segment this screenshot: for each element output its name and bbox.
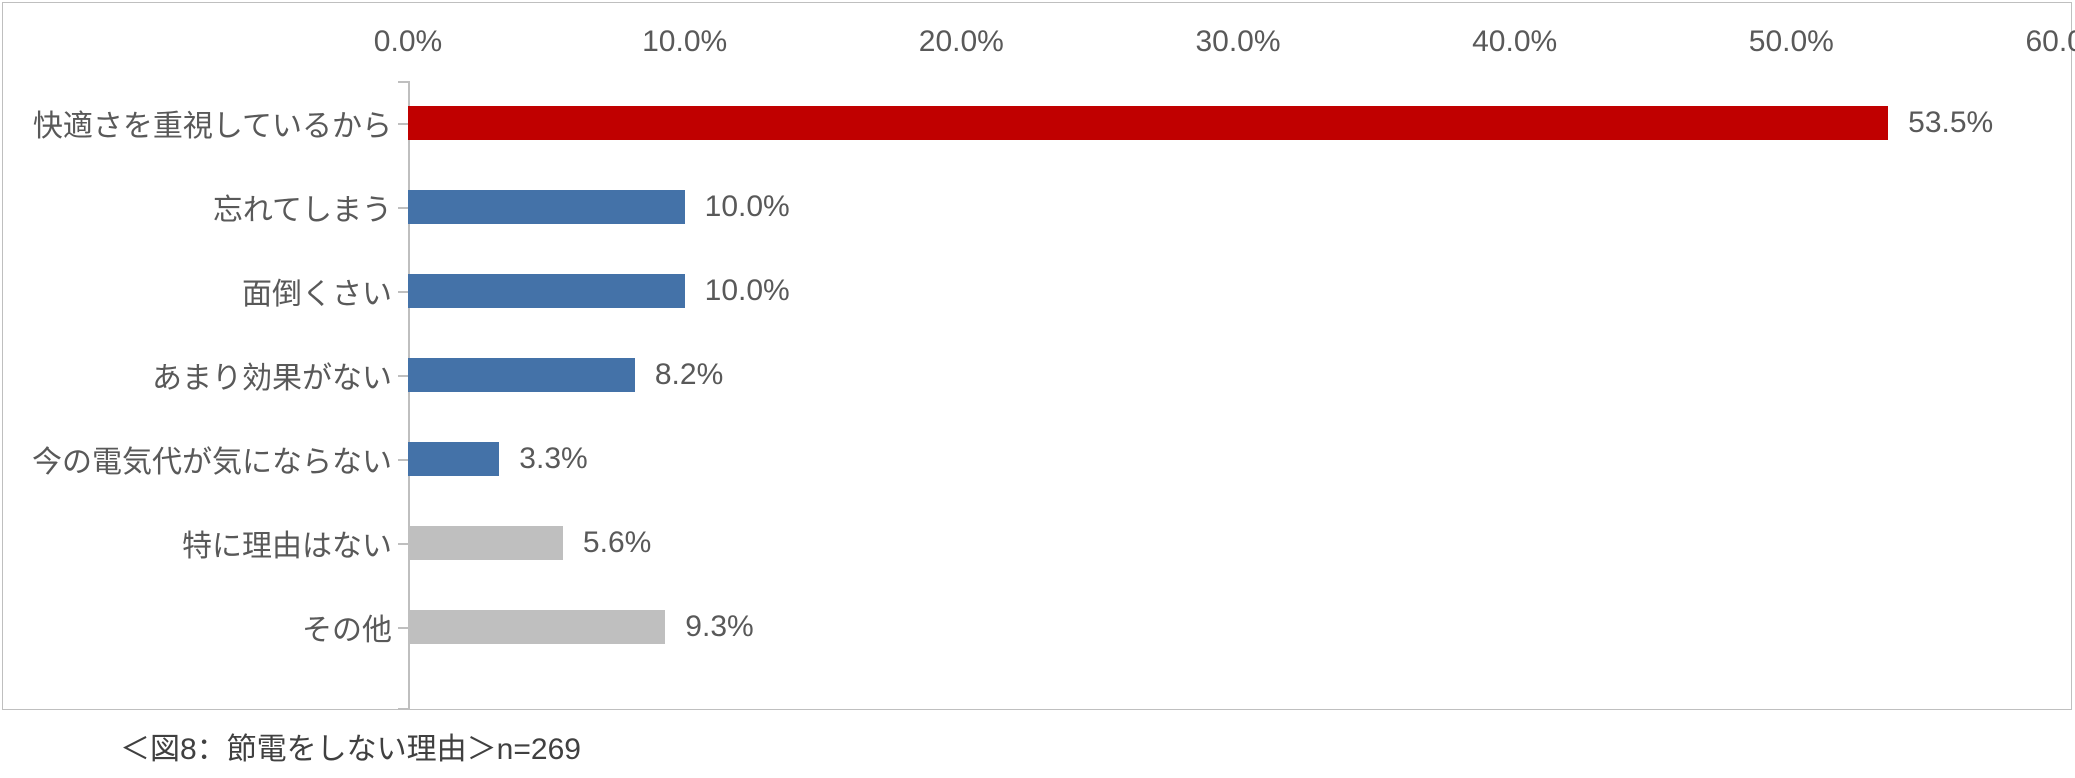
axis-tick [398,291,408,293]
x-axis-tick-label: 10.0% [642,25,727,59]
bar-value-label: 5.6% [583,526,651,560]
bar-category-label: 快適さを重視しているから [3,101,408,145]
axis-tick [398,207,408,209]
bar-rect [408,106,1888,140]
x-axis-row: 0.0%10.0%20.0%30.0%40.0%50.0%60.0% [3,3,2071,81]
bar-track: 10.0% [408,165,2068,249]
x-axis-plot: 0.0%10.0%20.0%30.0%40.0%50.0%60.0% [408,3,2068,81]
x-axis-tick-label: 60.0% [2025,25,2075,59]
bar-category-label: 今の電気代が気にならない [3,437,408,481]
bar-category-label: 面倒くさい [3,269,408,313]
axis-tick [398,708,408,710]
x-axis-tick-label: 30.0% [1195,25,1280,59]
bar-row: 忘れてしまう 10.0% [3,165,2071,249]
axis-tick [398,123,408,125]
bar-row: その他 9.3% [3,585,2071,669]
bar-value-label: 10.0% [705,190,790,224]
axis-tail [3,669,2071,709]
bar-track: 53.5% [408,81,2068,165]
bar-rect [408,442,499,476]
x-axis-tick-label: 40.0% [1472,25,1557,59]
bars-area: 快適さを重視しているから 53.5% 忘れてしまう 10.0% 面倒くさい 10.0% あま… [3,81,2071,709]
bar-track: 9.3% [408,585,2068,669]
axis-tick [398,627,408,629]
chart-container: 0.0% 10.0% 20.0% 30.0% 40.0% 50.0% 60.0% 快適さを重… [0,2,2075,768]
bar-row: 今の電気代が気にならない 3.3% [3,417,2071,501]
bar-category-label: 忘れてしまう [3,185,408,229]
bar-track: 5.6% [408,501,2068,585]
x-axis-tick-label: 20.0% [919,25,1004,59]
bar-track: 8.2% [408,333,2068,417]
x-axis-tick-label: 0.0% [374,25,442,59]
axis-tail-track [408,669,2068,709]
axis-tick [398,375,408,377]
bar-rect [408,274,685,308]
bar-rect [408,610,665,644]
bar-category-label: あまり効果がない [3,353,408,397]
axis-tick [398,459,408,461]
y-axis-line-segment [408,669,410,709]
bar-value-label: 9.3% [685,610,753,644]
chart-caption: ＜図8：節電をしない理由＞n=269 [120,724,2075,768]
bar-value-label: 10.0% [705,274,790,308]
bar-row: あまり効果がない 8.2% [3,333,2071,417]
bar-category-label: 特に理由はない [3,521,408,565]
bar-track: 10.0% [408,249,2068,333]
bar-row: 快適さを重視しているから 53.5% [3,81,2071,165]
bar-row: 面倒くさい 10.0% [3,249,2071,333]
bar-category-label: その他 [3,605,408,649]
bar-value-label: 53.5% [1908,106,1993,140]
bar-row: 特に理由はない 5.6% [3,501,2071,585]
x-axis-tick-label: 50.0% [1749,25,1834,59]
bar-value-label: 8.2% [655,358,723,392]
bar-rect [408,526,563,560]
bar-rect [408,358,635,392]
axis-tick [398,543,408,545]
bar-rect [408,190,685,224]
chart-frame: 0.0% 10.0% 20.0% 30.0% 40.0% 50.0% 60.0% 快適さを重… [2,2,2072,710]
bar-value-label: 3.3% [519,442,587,476]
x-axis-labels: 0.0%10.0%20.0%30.0%40.0%50.0%60.0% [408,3,2068,81]
axis-tick [398,81,408,83]
bar-track: 3.3% [408,417,2068,501]
